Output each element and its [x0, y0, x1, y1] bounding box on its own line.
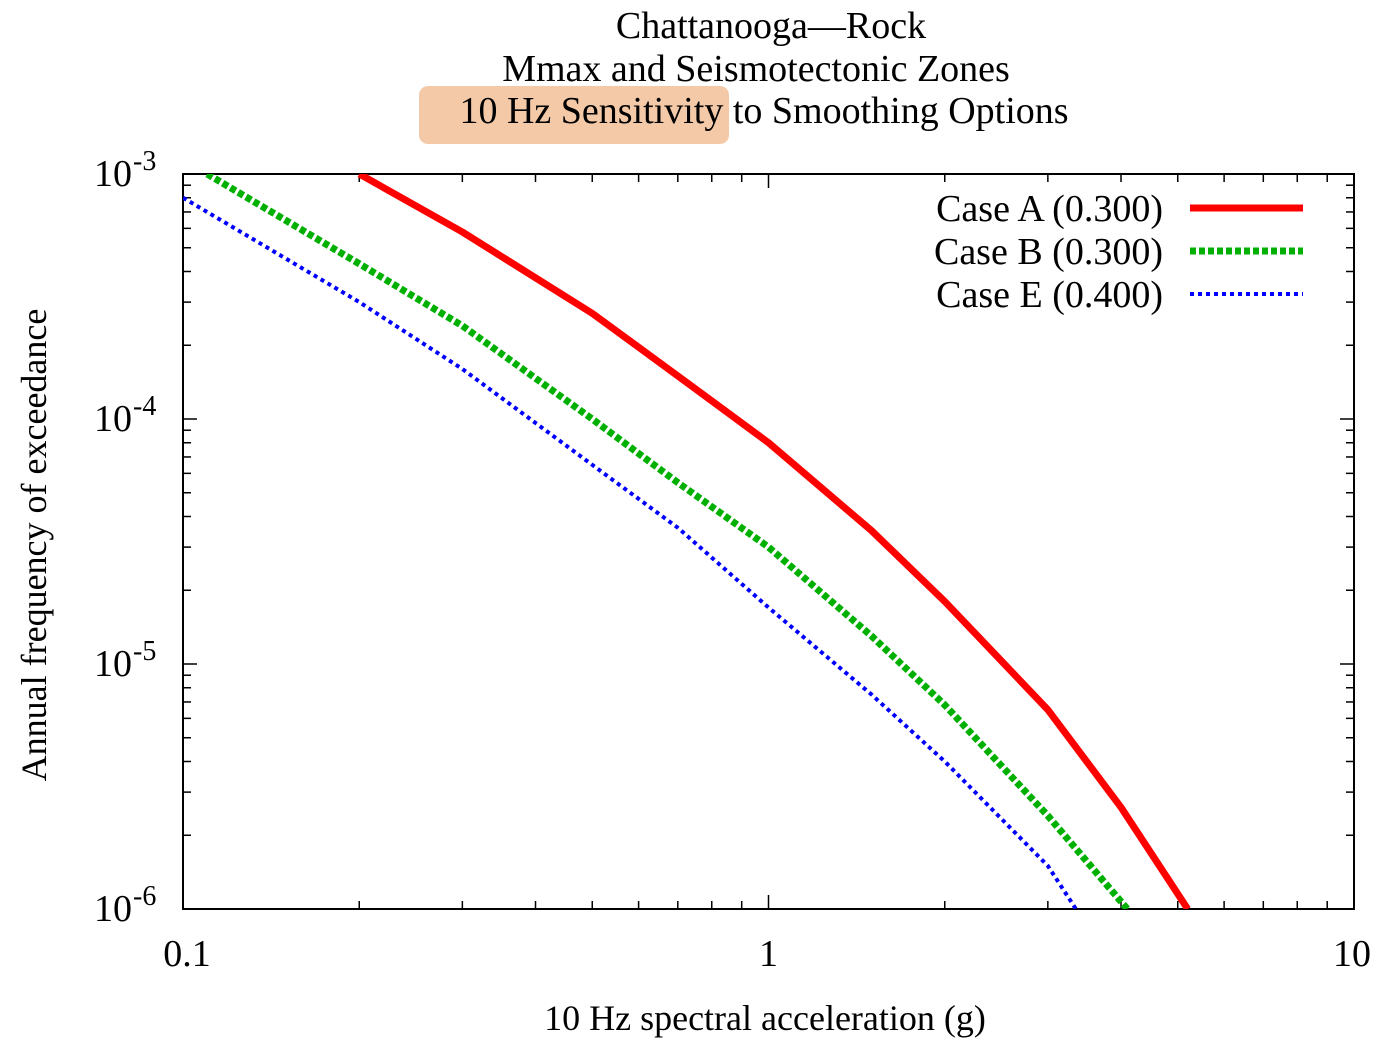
title-line-1: Chattanooga—Rock — [616, 5, 926, 47]
title-highlight-box — [419, 86, 729, 144]
y-tick-label: 10 — [94, 888, 132, 930]
x-tick-labels: 0.1 1 10 — [163, 933, 1371, 975]
title-line-3-rest: to Smoothing Options — [723, 90, 1068, 132]
y-tick-label: 10 — [94, 398, 132, 440]
series-line — [357, 174, 1191, 909]
legend-label: Case E (0.400) — [936, 274, 1163, 316]
x-tick-label: 1 — [759, 933, 778, 975]
y-tick-label-exponent: -4 — [133, 391, 156, 422]
legend-label: Case A (0.300) — [936, 188, 1163, 230]
title-highlight-text: 10 Hz Sensitivity — [459, 90, 723, 132]
y-tick-label-exponent: -5 — [133, 636, 156, 667]
series-line — [183, 195, 1078, 909]
y-tick-label-exponent: -6 — [133, 881, 156, 912]
plot-frame — [182, 173, 1355, 910]
y-axis-label: Annual frequency of exceedance — [14, 309, 54, 782]
x-tick-label: 0.1 — [163, 933, 211, 975]
series-line — [205, 174, 1130, 909]
y-tick-labels: 10-310-410-510-6 — [94, 146, 156, 930]
minor-ticks — [182, 174, 1354, 910]
legend-label: Case B (0.300) — [934, 231, 1163, 273]
title-line-3: 10 Hz Sensitivity to Smoothing Options — [459, 90, 1068, 132]
y-tick-label-exponent: -3 — [133, 146, 156, 177]
y-tick-label: 10 — [94, 153, 132, 195]
title-line-2: Mmax and Seismotectonic Zones — [502, 48, 1010, 90]
y-tick-label: 10 — [94, 643, 132, 685]
x-tick-label: 10 — [1333, 933, 1371, 975]
legend: Case A (0.300)Case B (0.300)Case E (0.40… — [934, 188, 1303, 316]
x-axis-label: 10 Hz spectral acceleration (g) — [544, 998, 986, 1038]
chart-title: Chattanooga—Rock Mmax and Seismotectonic… — [419, 5, 1069, 144]
series-lines — [183, 174, 1191, 909]
